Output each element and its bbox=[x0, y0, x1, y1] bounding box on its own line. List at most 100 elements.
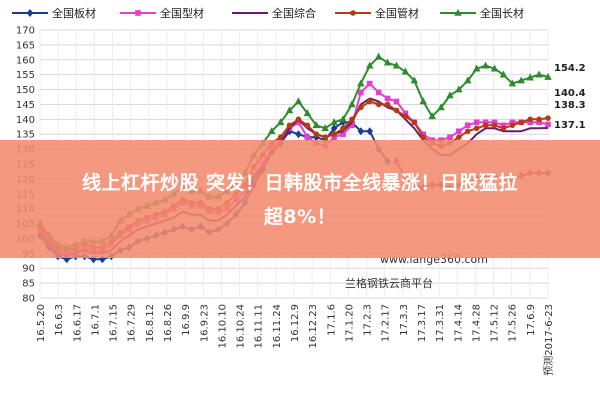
data-point bbox=[401, 67, 410, 75]
data-point bbox=[348, 100, 356, 108]
data-point bbox=[456, 134, 462, 140]
x-tick-label: 16.10.10 bbox=[217, 304, 228, 349]
data-point bbox=[374, 52, 383, 60]
data-point bbox=[446, 91, 454, 99]
data-point bbox=[357, 127, 365, 136]
legend-label: 全国型材 bbox=[160, 6, 204, 20]
legend-label: 全国综合 bbox=[272, 6, 316, 20]
watermark-org: 兰格钢铁云商平台 bbox=[345, 276, 433, 290]
data-point bbox=[366, 61, 374, 69]
data-point bbox=[339, 115, 347, 123]
data-point bbox=[473, 125, 480, 132]
y-tick-label: 145 bbox=[16, 100, 35, 111]
data-point bbox=[384, 101, 391, 108]
data-point bbox=[321, 124, 329, 132]
data-point bbox=[366, 80, 373, 87]
legend-label: 全国板材 bbox=[52, 6, 96, 20]
data-point bbox=[410, 76, 419, 84]
x-tick-label: 16.5.20 bbox=[36, 304, 47, 342]
y-tick-label: 165 bbox=[16, 40, 35, 51]
x-tick-label: 16.11.24 bbox=[272, 304, 283, 349]
data-point bbox=[383, 58, 392, 66]
y-tick-label: 135 bbox=[16, 130, 35, 141]
data-point bbox=[294, 97, 303, 105]
y-tick-label: 85 bbox=[22, 279, 35, 290]
data-point bbox=[322, 134, 328, 140]
data-point bbox=[420, 134, 427, 140]
data-point bbox=[331, 131, 337, 138]
x-tick-label: 16.7.1 bbox=[90, 304, 101, 336]
data-point bbox=[358, 89, 364, 96]
legend-item: 全国综合 bbox=[232, 6, 316, 20]
x-tick-label: 17.6.9 bbox=[526, 304, 537, 336]
data-point bbox=[340, 125, 346, 132]
data-point bbox=[545, 121, 551, 128]
data-point bbox=[491, 122, 498, 129]
data-point bbox=[366, 127, 373, 136]
legend-item: 全国管材 bbox=[335, 6, 419, 20]
x-tick-label: 预测2017-6-23 bbox=[542, 304, 555, 376]
data-point bbox=[499, 70, 508, 78]
data-point bbox=[304, 134, 311, 140]
data-point bbox=[375, 101, 382, 108]
banner-line-2: 超8%！ bbox=[263, 206, 337, 228]
y-tick-label: 160 bbox=[16, 55, 35, 66]
legend-item: 全国型材 bbox=[120, 6, 204, 20]
data-point bbox=[464, 122, 471, 129]
data-point bbox=[526, 73, 534, 81]
data-point bbox=[366, 98, 373, 105]
data-point bbox=[312, 121, 321, 129]
x-tick-label: 16.11.11 bbox=[254, 304, 265, 349]
x-tick-label: 16.12.23 bbox=[308, 304, 319, 349]
data-point bbox=[527, 116, 533, 123]
data-point bbox=[402, 113, 409, 120]
x-tick-label: 16.6.17 bbox=[72, 304, 83, 342]
x-tick-label: 17.4.28 bbox=[471, 304, 482, 342]
data-point bbox=[358, 104, 364, 111]
end-value-label: 140.4 bbox=[554, 88, 586, 99]
x-tick-label: 16.9.9 bbox=[181, 304, 192, 336]
data-point bbox=[419, 97, 427, 105]
data-point bbox=[454, 8, 462, 16]
data-point bbox=[472, 64, 481, 72]
data-point bbox=[509, 122, 516, 129]
legend-item: 全国长材 bbox=[440, 6, 524, 20]
data-point bbox=[473, 119, 480, 126]
data-point bbox=[313, 131, 320, 138]
x-tick-label: 17.2.17 bbox=[381, 304, 392, 342]
data-point bbox=[490, 64, 499, 72]
data-point bbox=[535, 70, 543, 78]
data-point bbox=[500, 125, 507, 132]
data-point bbox=[455, 85, 463, 93]
data-point bbox=[303, 109, 312, 117]
x-tick-label: 17.5.12 bbox=[490, 304, 501, 342]
x-tick-label: 16.12.9 bbox=[290, 304, 301, 342]
data-point bbox=[508, 79, 517, 87]
x-tick-label: 17.4.14 bbox=[453, 304, 464, 342]
data-point bbox=[482, 122, 489, 129]
data-point bbox=[286, 122, 293, 129]
data-point bbox=[545, 115, 551, 121]
data-point bbox=[456, 128, 462, 135]
data-point bbox=[285, 106, 294, 114]
data-point bbox=[26, 9, 34, 17]
y-tick-label: 170 bbox=[16, 26, 35, 37]
x-tick-label: 16.8.26 bbox=[163, 304, 174, 342]
data-point bbox=[357, 79, 365, 87]
data-point bbox=[518, 119, 525, 126]
data-point bbox=[464, 76, 472, 84]
data-point bbox=[384, 95, 391, 102]
data-point bbox=[411, 119, 418, 126]
x-tick-label: 17.1.20 bbox=[344, 304, 355, 342]
data-point bbox=[447, 134, 453, 140]
data-point bbox=[277, 134, 284, 140]
legend-label: 全国长材 bbox=[480, 6, 524, 20]
data-point bbox=[295, 130, 302, 139]
data-point bbox=[267, 127, 276, 135]
data-point bbox=[350, 10, 356, 16]
data-point bbox=[393, 98, 400, 105]
y-tick-label: 90 bbox=[22, 264, 35, 275]
x-tick-label: 17.1.6 bbox=[326, 304, 337, 336]
x-axis-ticks: 16.5.20 16.6.3 16.6.17 16.7.1 16.7.15 16.7.29… bbox=[36, 304, 555, 376]
